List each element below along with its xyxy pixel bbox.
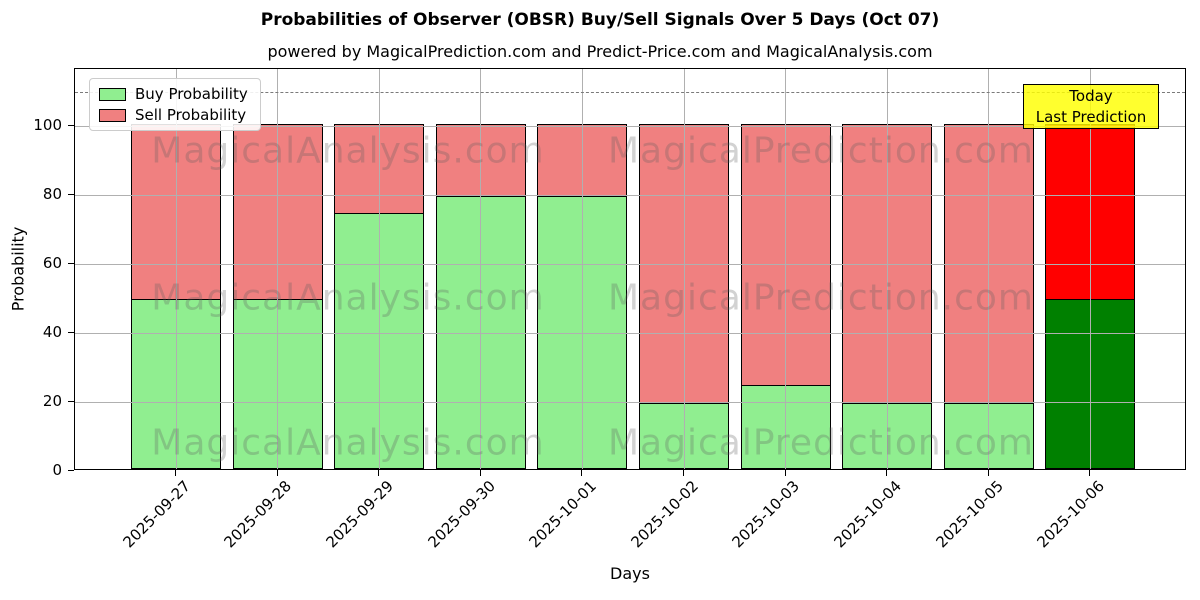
x-tick-mark [276,470,278,476]
x-tick-label: 2025-09-27 [119,477,194,552]
x-tick-mark [378,470,380,476]
buy-bar-segment [435,194,526,469]
y-tick-label: 60 [42,254,62,273]
vertical-gridline [480,69,482,469]
today-annotation-line2: Last Prediction [1035,107,1147,126]
vertical-gridline [785,69,787,469]
sell-bar-segment [334,124,425,214]
vertical-gridline [277,69,279,469]
sell-color-swatch [99,108,126,122]
y-tick-mark [68,124,74,126]
buy-bar-segment [842,401,933,469]
x-tick-mark [683,470,684,476]
buy-bar-segment [1045,298,1136,469]
x-tick-label: 2025-10-01 [525,477,601,552]
watermark-magicalanalysis: MagicalAnalysis.com [151,422,545,464]
x-tick-mark [1089,470,1091,476]
today-annotation-line1: Today [1069,86,1113,105]
vertical-gridline [988,69,990,469]
sell-bar-segment [232,124,323,301]
x-tick-mark [886,470,888,476]
sell-bar-segment [537,124,628,197]
today-threshold-dashed-line [75,91,1185,93]
x-tick-label: 2025-10-03 [728,477,804,552]
chart-subtitle: powered by MagicalPrediction.com and Pre… [267,42,933,61]
buy-bar-segment [334,212,425,469]
sell-bar-segment [943,124,1034,404]
vertical-gridline [581,69,583,469]
horizontal-gridline [75,194,1185,196]
horizontal-gridline [75,401,1185,403]
today-annotation-box: Today Last Prediction [1023,84,1159,129]
y-tick-label: 20 [42,392,62,411]
x-tick-mark [175,470,176,476]
x-tick-label: 2025-10-04 [830,477,905,552]
watermark-magicalprediction: MagicalPrediction.com [608,422,1034,464]
x-tick-label: 2025-10-02 [627,477,702,552]
legend-label-buy: Buy Probability [135,85,248,103]
sell-bar-segment [435,124,526,197]
y-tick-label: 40 [42,323,62,342]
watermark-magicalanalysis: MagicalAnalysis.com [151,130,545,172]
sell-bar-segment [842,124,933,404]
y-tick-mark [68,331,74,333]
y-tick-mark [68,400,74,402]
x-axis-label: Days [610,564,650,583]
vertical-gridline [886,69,888,469]
y-tick-label: 100 [33,116,62,135]
legend-label-sell: Sell Probability [135,106,247,124]
sell-bar-segment [639,124,729,404]
buy-bar-segment [131,298,221,469]
y-tick-mark [68,469,74,471]
buy-color-swatch [99,87,126,101]
x-tick-label: 2025-09-28 [220,477,296,552]
sell-bar-segment [1045,124,1136,301]
horizontal-gridline [75,332,1185,334]
watermark-magicalprediction: MagicalPrediction.com [608,130,1034,172]
sell-bar-segment [131,124,221,301]
buy-bar-segment [740,384,831,469]
watermark-magicalanalysis: MagicalAnalysis.com [151,277,545,319]
x-tick-label: 2025-10-06 [1033,477,1109,552]
vertical-gridline [378,69,380,469]
y-tick-mark [68,193,74,195]
x-tick-label: 2025-09-29 [322,477,397,552]
legend-item-sell: Sell Probability [99,107,248,123]
x-tick-mark [581,470,583,476]
y-tick-label: 0 [52,461,62,479]
x-tick-mark [987,470,989,476]
buy-bar-segment [943,401,1034,469]
buy-bar-segment [232,298,323,469]
watermark-magicalprediction: MagicalPrediction.com [608,277,1034,319]
buy-bar-segment [537,194,628,469]
x-tick-mark [479,470,481,476]
plot-area: MagicalAnalysis.com MagicalPrediction.com… [74,68,1186,470]
vertical-gridline [1089,69,1091,469]
legend: Buy Probability Sell Probability [89,78,261,131]
x-tick-mark [784,470,786,476]
y-tick-label: 80 [42,185,62,204]
horizontal-gridline [75,263,1185,265]
vertical-gridline [683,69,685,469]
y-tick-mark [68,262,74,264]
sell-bar-segment [740,124,831,387]
x-tick-label: 2025-10-05 [932,477,1007,552]
chart-title: Probabilities of Observer (OBSR) Buy/Sel… [260,10,940,30]
x-tick-label: 2025-09-30 [424,477,499,552]
buy-bar-segment [639,401,729,469]
legend-item-buy: Buy Probability [99,86,248,102]
